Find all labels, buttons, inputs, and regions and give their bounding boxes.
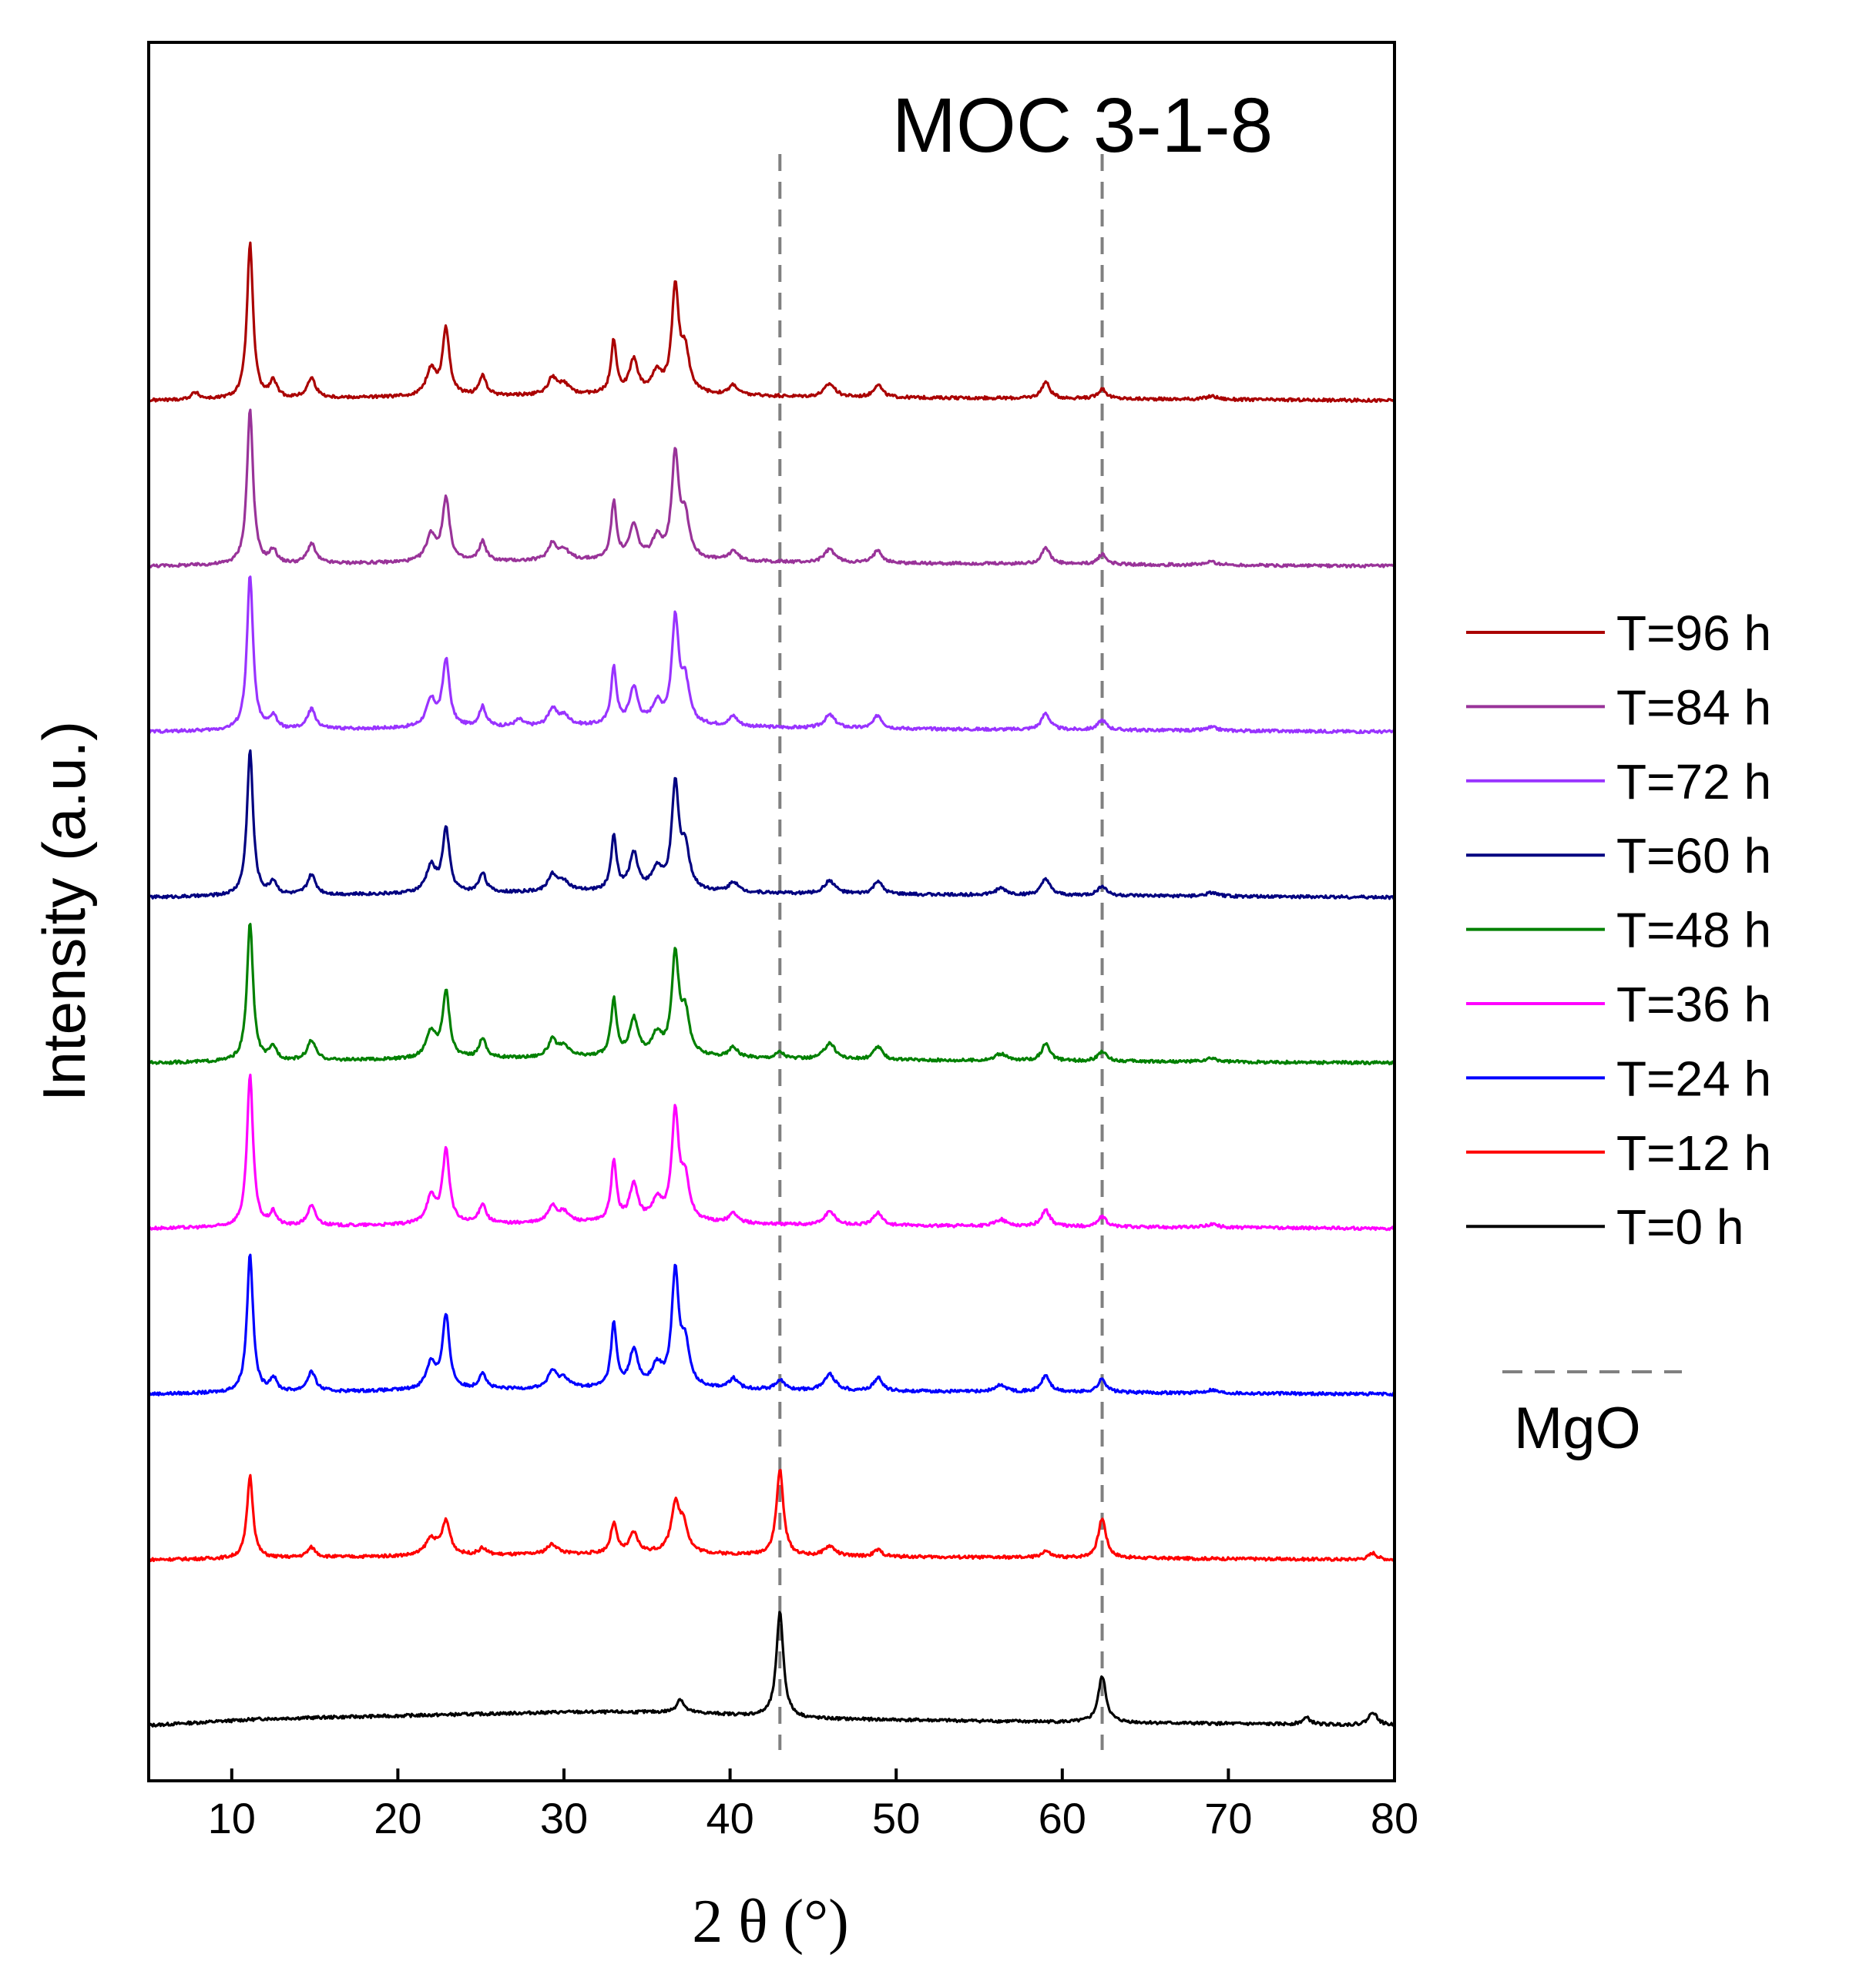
legend-label: T=84 h [1616,679,1771,735]
legend-label: T=0 h [1616,1199,1744,1255]
x-tick-label: 10 [208,1794,256,1842]
series-line-t-84-h [147,408,1395,569]
legend-label: T=12 h [1616,1125,1771,1181]
series-line-t-36-h [147,1073,1395,1232]
series-line-t-72-h [147,575,1396,735]
legend-label: T=72 h [1616,754,1771,810]
series-line-t-0-h [148,1611,1396,1728]
y-axis-label: Intensity (a.u.) [30,721,98,1101]
legend-label: T=60 h [1616,828,1771,883]
legend-label: T=48 h [1616,903,1771,958]
x-tick-label: 40 [706,1794,753,1842]
x-tick-label: 50 [872,1794,920,1842]
x-tick-label: 20 [374,1794,421,1842]
series-line-t-24-h [147,1253,1396,1397]
chart-title: MOC 3-1-8 [892,82,1274,169]
series-line-t-12-h [148,1469,1395,1563]
series-line-t-96-h [147,241,1395,404]
x-tick-label: 30 [540,1794,588,1842]
x-tick-label: 60 [1039,1794,1086,1842]
legend-label: T=96 h [1616,605,1771,661]
x-axis-label: 2 θ (°) [692,1888,849,1956]
legend-label: T=24 h [1616,1051,1771,1106]
x-tick-label: 70 [1204,1794,1252,1842]
mgo-legend-label: MgO [1514,1396,1641,1461]
plot-frame [147,41,1396,1782]
x-tick-label: 80 [1371,1794,1418,1842]
legend-label: T=36 h [1616,977,1771,1032]
series-line-t-60-h [147,749,1396,900]
series-line-t-48-h [147,923,1396,1066]
